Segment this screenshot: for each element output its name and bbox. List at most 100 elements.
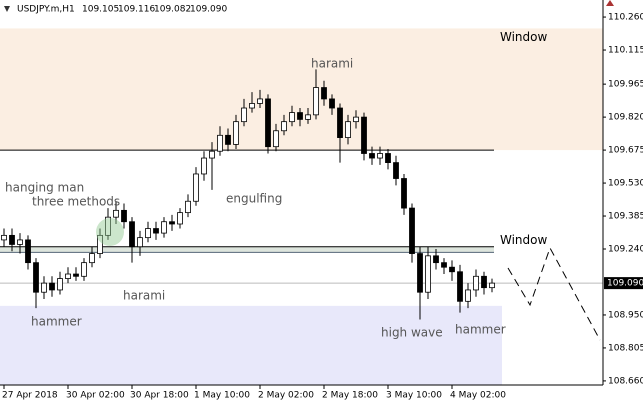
x-tick-label: 2 May 18:00: [322, 391, 378, 401]
annotation: harami: [311, 57, 353, 71]
candle-body: [257, 98, 263, 104]
candle-body: [321, 87, 327, 100]
current-price-box: [604, 277, 643, 290]
candle-body: [313, 87, 319, 116]
scroll-icon: [606, 0, 614, 6]
candle-body: [297, 112, 303, 120]
x-tick-label: 1 May 10:00: [194, 391, 250, 401]
candle-body: [137, 237, 143, 248]
candle-body: [17, 239, 23, 245]
candle-body: [65, 273, 71, 279]
x-tick-label: 4 May 02:00: [450, 391, 506, 401]
zone: [0, 305, 502, 385]
candle-body: [249, 103, 255, 109]
y-tick-label: 109.965: [608, 80, 643, 90]
candle-body: [217, 134, 223, 152]
annotation: hanging man: [5, 181, 84, 195]
annotation: three methods: [32, 195, 120, 209]
candle-body: [81, 262, 87, 277]
candle-body: [25, 239, 31, 264]
highlight: [96, 218, 124, 246]
candle-body: [41, 282, 47, 293]
candle-body: [377, 153, 383, 159]
candle-body: [473, 275, 479, 291]
y-tick-label: 109.820: [608, 113, 643, 123]
candle-body: [289, 112, 295, 123]
candle-body: [425, 255, 431, 293]
candle-body: [49, 282, 55, 291]
candle-body: [161, 221, 167, 234]
candle-body: [185, 200, 191, 214]
x-tick-label: 2 May 02:00: [258, 391, 314, 401]
candle-body: [193, 173, 199, 202]
candle-body: [457, 271, 463, 302]
x-tick-label: 3 May 10:00: [386, 391, 442, 401]
candle-body: [449, 266, 455, 273]
x-tick-label: 27 Apr 2018: [2, 391, 58, 401]
y-tick-label: 109.675: [608, 146, 643, 156]
y-tick-label: 110.260: [608, 13, 643, 23]
candle-body: [385, 153, 391, 163]
candle-body: [401, 178, 407, 209]
candle-body: [209, 150, 215, 159]
y-tick-label: 109.385: [608, 212, 643, 222]
annotation: hammer: [31, 315, 82, 329]
zone-label: Window: [500, 233, 548, 247]
zone-label: Window: [500, 30, 548, 44]
candle-body: [281, 121, 287, 132]
candle-body: [225, 134, 231, 145]
candle-body: [73, 273, 79, 277]
annotation: high wave: [381, 326, 443, 340]
candle-body: [1, 234, 7, 241]
candle-body: [33, 262, 39, 293]
candle-body: [9, 234, 15, 245]
candle-body: [145, 228, 151, 239]
candle-body: [233, 121, 239, 145]
plot: [1, 69, 495, 320]
x-tick-label: 30 Apr 02:00: [66, 391, 125, 401]
zone: [0, 28, 603, 151]
quote: 109.105: [82, 5, 119, 15]
candle-body: [57, 278, 63, 291]
candle-body: [153, 228, 159, 234]
candle-body: [409, 207, 415, 254]
quote: 109.082: [154, 5, 191, 15]
candle-body: [393, 162, 399, 179]
candle-body: [121, 209, 127, 223]
candle-body: [369, 153, 375, 159]
candle-body: [97, 234, 103, 254]
y-tick-label: 109.530: [608, 179, 643, 189]
candle-body: [201, 157, 207, 175]
candle-body: [441, 262, 447, 268]
candle-body: [177, 212, 183, 225]
annotation: harami: [123, 289, 165, 303]
candle-body: [345, 121, 351, 138]
candle-body: [241, 107, 247, 123]
candle-body: [105, 216, 111, 236]
quote: 109.090: [190, 5, 227, 15]
y-tick-label: 108.805: [608, 343, 643, 353]
x-tick-label: 30 Apr 18:00: [130, 391, 189, 401]
y-tick-label: 108.950: [608, 310, 643, 320]
candle-body: [481, 275, 487, 289]
candle-body: [465, 289, 471, 302]
candle-body: [329, 98, 335, 109]
candle-body: [265, 98, 271, 148]
symbol-icon: [4, 6, 10, 12]
symbol: USDJPY.m,H1: [17, 5, 75, 15]
quote: 109.116: [118, 5, 155, 15]
candle-body: [305, 114, 311, 120]
current-price-label: 109.090: [607, 279, 643, 289]
candle-body: [273, 130, 279, 148]
y-tick-label: 109.240: [608, 245, 643, 255]
candle-body: [169, 221, 175, 225]
candle-body: [113, 209, 119, 218]
annotation: engulfing: [226, 192, 282, 206]
candle-body: [417, 253, 423, 293]
candle-body: [129, 221, 135, 248]
candle-body: [433, 255, 439, 264]
candle-body: [353, 116, 359, 123]
candle-body: [489, 282, 495, 289]
y-tick-label: 110.115: [608, 46, 643, 56]
